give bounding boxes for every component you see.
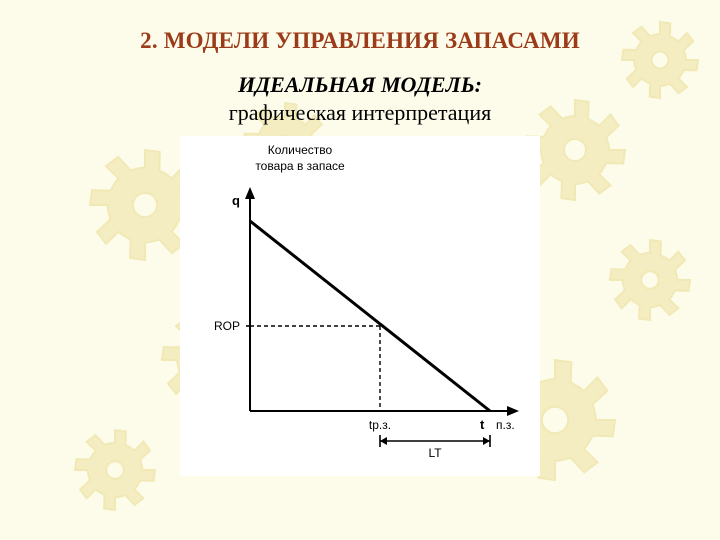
axis-top-label-2: товара в запасе	[255, 159, 345, 173]
subtitle-line-2: графическая интерпретация	[0, 100, 720, 126]
axis-top-label-1: Количество	[268, 143, 333, 157]
chart-container: Количество товара в запасе q t п.з. ROP tр.з. L…	[0, 136, 720, 476]
x-axis-unit: п.з.	[496, 418, 515, 432]
rop-label: ROP	[214, 319, 240, 333]
subtitle-line-1: ИДЕАЛЬНАЯ МОДЕЛЬ:	[0, 72, 720, 98]
section-heading: 2. МОДЕЛИ УПРАВЛЕНИЯ ЗАПАСАМИ	[0, 28, 720, 54]
t-rop-label: tр.з.	[369, 418, 391, 432]
x-axis-var: t	[480, 417, 485, 432]
slide-content: 2. МОДЕЛИ УПРАВЛЕНИЯ ЗАПАСАМИ ИДЕАЛЬНАЯ …	[0, 0, 720, 476]
lt-label: LT	[428, 446, 442, 460]
y-axis-var: q	[232, 193, 240, 208]
inventory-chart: Количество товара в запасе q t п.з. ROP tр.з. L…	[180, 136, 540, 476]
